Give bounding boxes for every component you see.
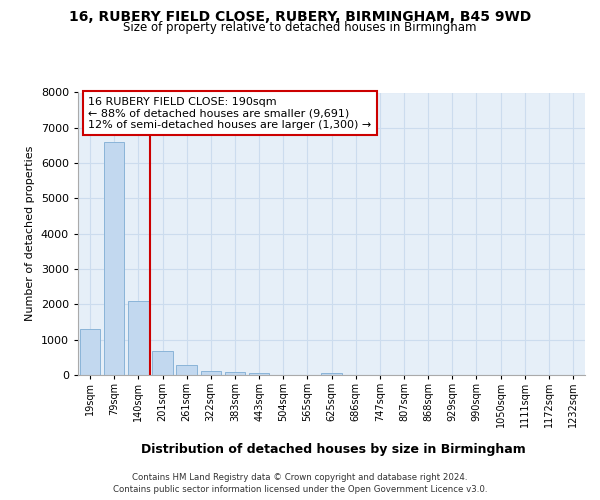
Y-axis label: Number of detached properties: Number of detached properties [25,146,35,322]
Bar [200,371,221,375]
Text: Contains HM Land Registry data © Crown copyright and database right 2024.: Contains HM Land Registry data © Crown c… [132,472,468,482]
Bar [224,372,245,375]
Text: Size of property relative to detached houses in Birmingham: Size of property relative to detached ho… [123,21,477,34]
Bar [176,364,197,375]
Text: 16, RUBERY FIELD CLOSE, RUBERY, BIRMINGHAM, B45 9WD: 16, RUBERY FIELD CLOSE, RUBERY, BIRMINGH… [69,10,531,24]
Bar [152,351,173,375]
Bar [80,329,100,375]
Bar [104,142,124,375]
Text: 16 RUBERY FIELD CLOSE: 190sqm
← 88% of detached houses are smaller (9,691)
12% o: 16 RUBERY FIELD CLOSE: 190sqm ← 88% of d… [88,96,371,130]
Bar [249,373,269,375]
Text: Contains public sector information licensed under the Open Government Licence v3: Contains public sector information licen… [113,485,487,494]
Text: Distribution of detached houses by size in Birmingham: Distribution of detached houses by size … [140,442,526,456]
Bar [128,301,149,375]
Bar [321,372,342,375]
